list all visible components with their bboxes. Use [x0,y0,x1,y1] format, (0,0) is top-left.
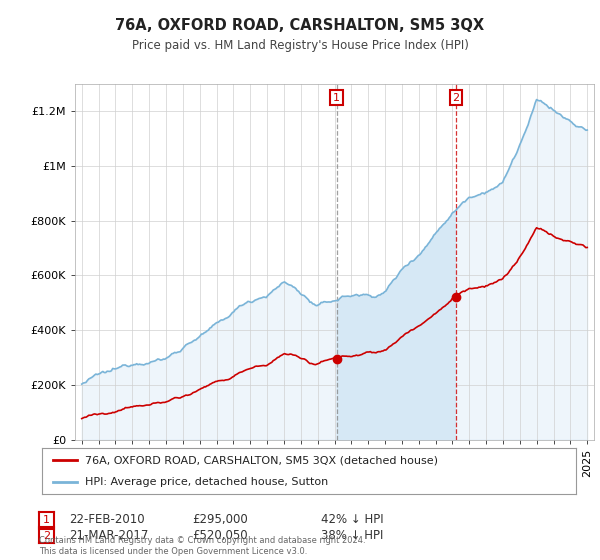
Text: 21-MAR-2017: 21-MAR-2017 [69,529,148,543]
Text: 2: 2 [452,92,460,102]
Text: 1: 1 [43,515,50,525]
Text: 42% ↓ HPI: 42% ↓ HPI [321,513,383,526]
Text: 76A, OXFORD ROAD, CARSHALTON, SM5 3QX: 76A, OXFORD ROAD, CARSHALTON, SM5 3QX [115,18,485,33]
Text: 1: 1 [333,92,340,102]
Text: Contains HM Land Registry data © Crown copyright and database right 2024.
This d: Contains HM Land Registry data © Crown c… [39,536,365,556]
Text: 2: 2 [43,531,50,541]
Text: HPI: Average price, detached house, Sutton: HPI: Average price, detached house, Sutt… [85,477,328,487]
Text: 22-FEB-2010: 22-FEB-2010 [69,513,145,526]
Text: £295,000: £295,000 [192,513,248,526]
Text: Price paid vs. HM Land Registry's House Price Index (HPI): Price paid vs. HM Land Registry's House … [131,39,469,52]
Text: 38% ↓ HPI: 38% ↓ HPI [321,529,383,543]
Text: 76A, OXFORD ROAD, CARSHALTON, SM5 3QX (detached house): 76A, OXFORD ROAD, CARSHALTON, SM5 3QX (d… [85,455,438,465]
Text: £520,050: £520,050 [192,529,248,543]
